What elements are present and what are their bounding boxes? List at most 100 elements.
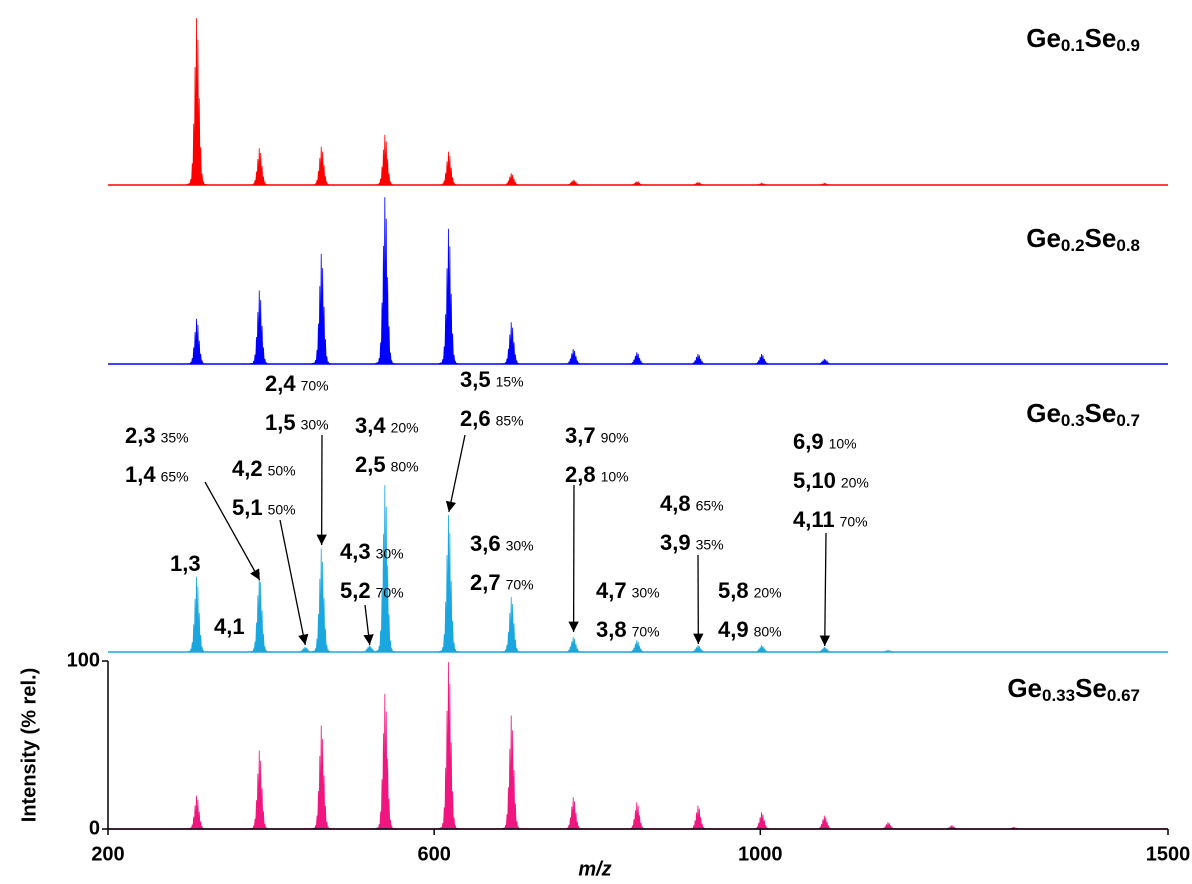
peak [687,805,710,830]
peak [750,353,773,365]
annotation-label: 3,6 [470,531,501,556]
peak [374,197,397,365]
peak [374,134,397,186]
peak [185,576,208,653]
annotation-arrow [279,519,309,646]
peak [374,485,397,653]
annotation-label: 2,3 [125,423,156,448]
annotation-arrow [204,481,261,581]
annotation-percent: 30% [506,538,534,554]
series-title: Ge0.3Se0.7 [1026,398,1140,431]
x-tick-label: 200 [91,843,124,865]
annotation-label: 3,9 [660,530,691,555]
peak [626,640,649,653]
peak [687,181,710,186]
peak [248,571,271,653]
peak [185,318,208,365]
peak [877,822,900,830]
peak [813,358,836,365]
peak [750,645,773,653]
peak [500,322,523,365]
annotation-percent: 80% [754,624,782,640]
annotation-label: 1,5 [265,410,296,435]
peak [437,515,460,653]
annotation-label: 2,5 [355,452,386,477]
series-title: Ge0.1Se0.9 [1026,23,1140,56]
x-tick-label: 1500 [1146,843,1191,865]
annotation-label: 2,8 [565,462,596,487]
annotation-percent: 10% [601,469,629,485]
peak [626,802,649,830]
annotation-percent: 35% [696,537,724,553]
x-tick-label: 600 [417,843,450,865]
annotation-label: 4,11 [793,507,835,532]
peak [877,649,900,653]
peak [562,636,585,653]
peak [500,715,523,830]
annotation-percent: 70% [840,514,868,530]
annotation-percent: 70% [376,585,404,601]
peak [813,182,836,186]
annotation-label: 6,9 [793,429,824,454]
annotation-arrow [363,604,374,646]
peak [374,693,397,830]
peak [310,725,333,830]
annotation-label: 4,8 [660,491,691,516]
peak [248,290,271,365]
peak [310,253,333,365]
peak [687,353,710,365]
annotation-label: 1,3 [170,551,201,576]
peak [687,645,710,653]
annotation-percent: 20% [391,420,419,436]
peak [813,815,836,830]
annotation-percent: 65% [161,469,189,485]
peak [626,180,649,186]
annotation-label: 4,1 [214,614,245,639]
annotation-percent: 20% [841,475,869,491]
y-tick-label: 100 [67,649,100,671]
annotation-arrow [819,532,831,647]
annotation-label: 2,6 [460,406,491,431]
annotation-percent: 30% [376,546,404,562]
peak [562,797,585,830]
peak [813,646,836,653]
annotation-label: 4,2 [232,456,263,481]
annotation-percent: 10% [829,436,857,452]
annotation-percent: 30% [301,417,329,433]
annotation-label: 5,1 [232,495,263,520]
peak [248,750,271,830]
peak [437,228,460,365]
annotation-label: 3,8 [596,617,627,642]
y-axis-label: Intensity (% rel.) [18,668,40,822]
annotation-percent: 85% [496,413,524,429]
annotation-percent: 70% [506,577,534,593]
annotation-percent: 50% [268,502,296,518]
annotation-percent: 50% [268,463,296,479]
annotation-label: 2,7 [470,570,501,595]
peak [437,662,460,830]
peak [750,812,773,830]
annotation-label: 3,4 [355,413,386,438]
peak [185,795,208,830]
peak [562,179,585,186]
series-title: Ge0.2Se0.8 [1026,223,1140,256]
peak [185,18,208,186]
annotation-percent: 70% [632,624,660,640]
annotation-percent: 35% [161,430,189,446]
annotation-label: 1,4 [125,462,156,487]
series-title: Ge0.33Se0.67 [1007,673,1140,706]
peak [437,151,460,186]
annotation-label: 5,10 [793,468,836,493]
x-axis-label: m/z [578,858,611,880]
annotation-arrow [445,434,466,513]
annotation-label: 2,4 [265,371,296,396]
peak [310,146,333,186]
annotation-percent: 30% [632,585,660,601]
annotation-label: 5,8 [718,578,749,603]
peak [310,548,333,653]
annotation-label: 3,5 [460,367,491,392]
annotation-label: 4,9 [718,617,749,642]
annotation-percent: 65% [696,498,724,514]
peak [500,173,523,186]
